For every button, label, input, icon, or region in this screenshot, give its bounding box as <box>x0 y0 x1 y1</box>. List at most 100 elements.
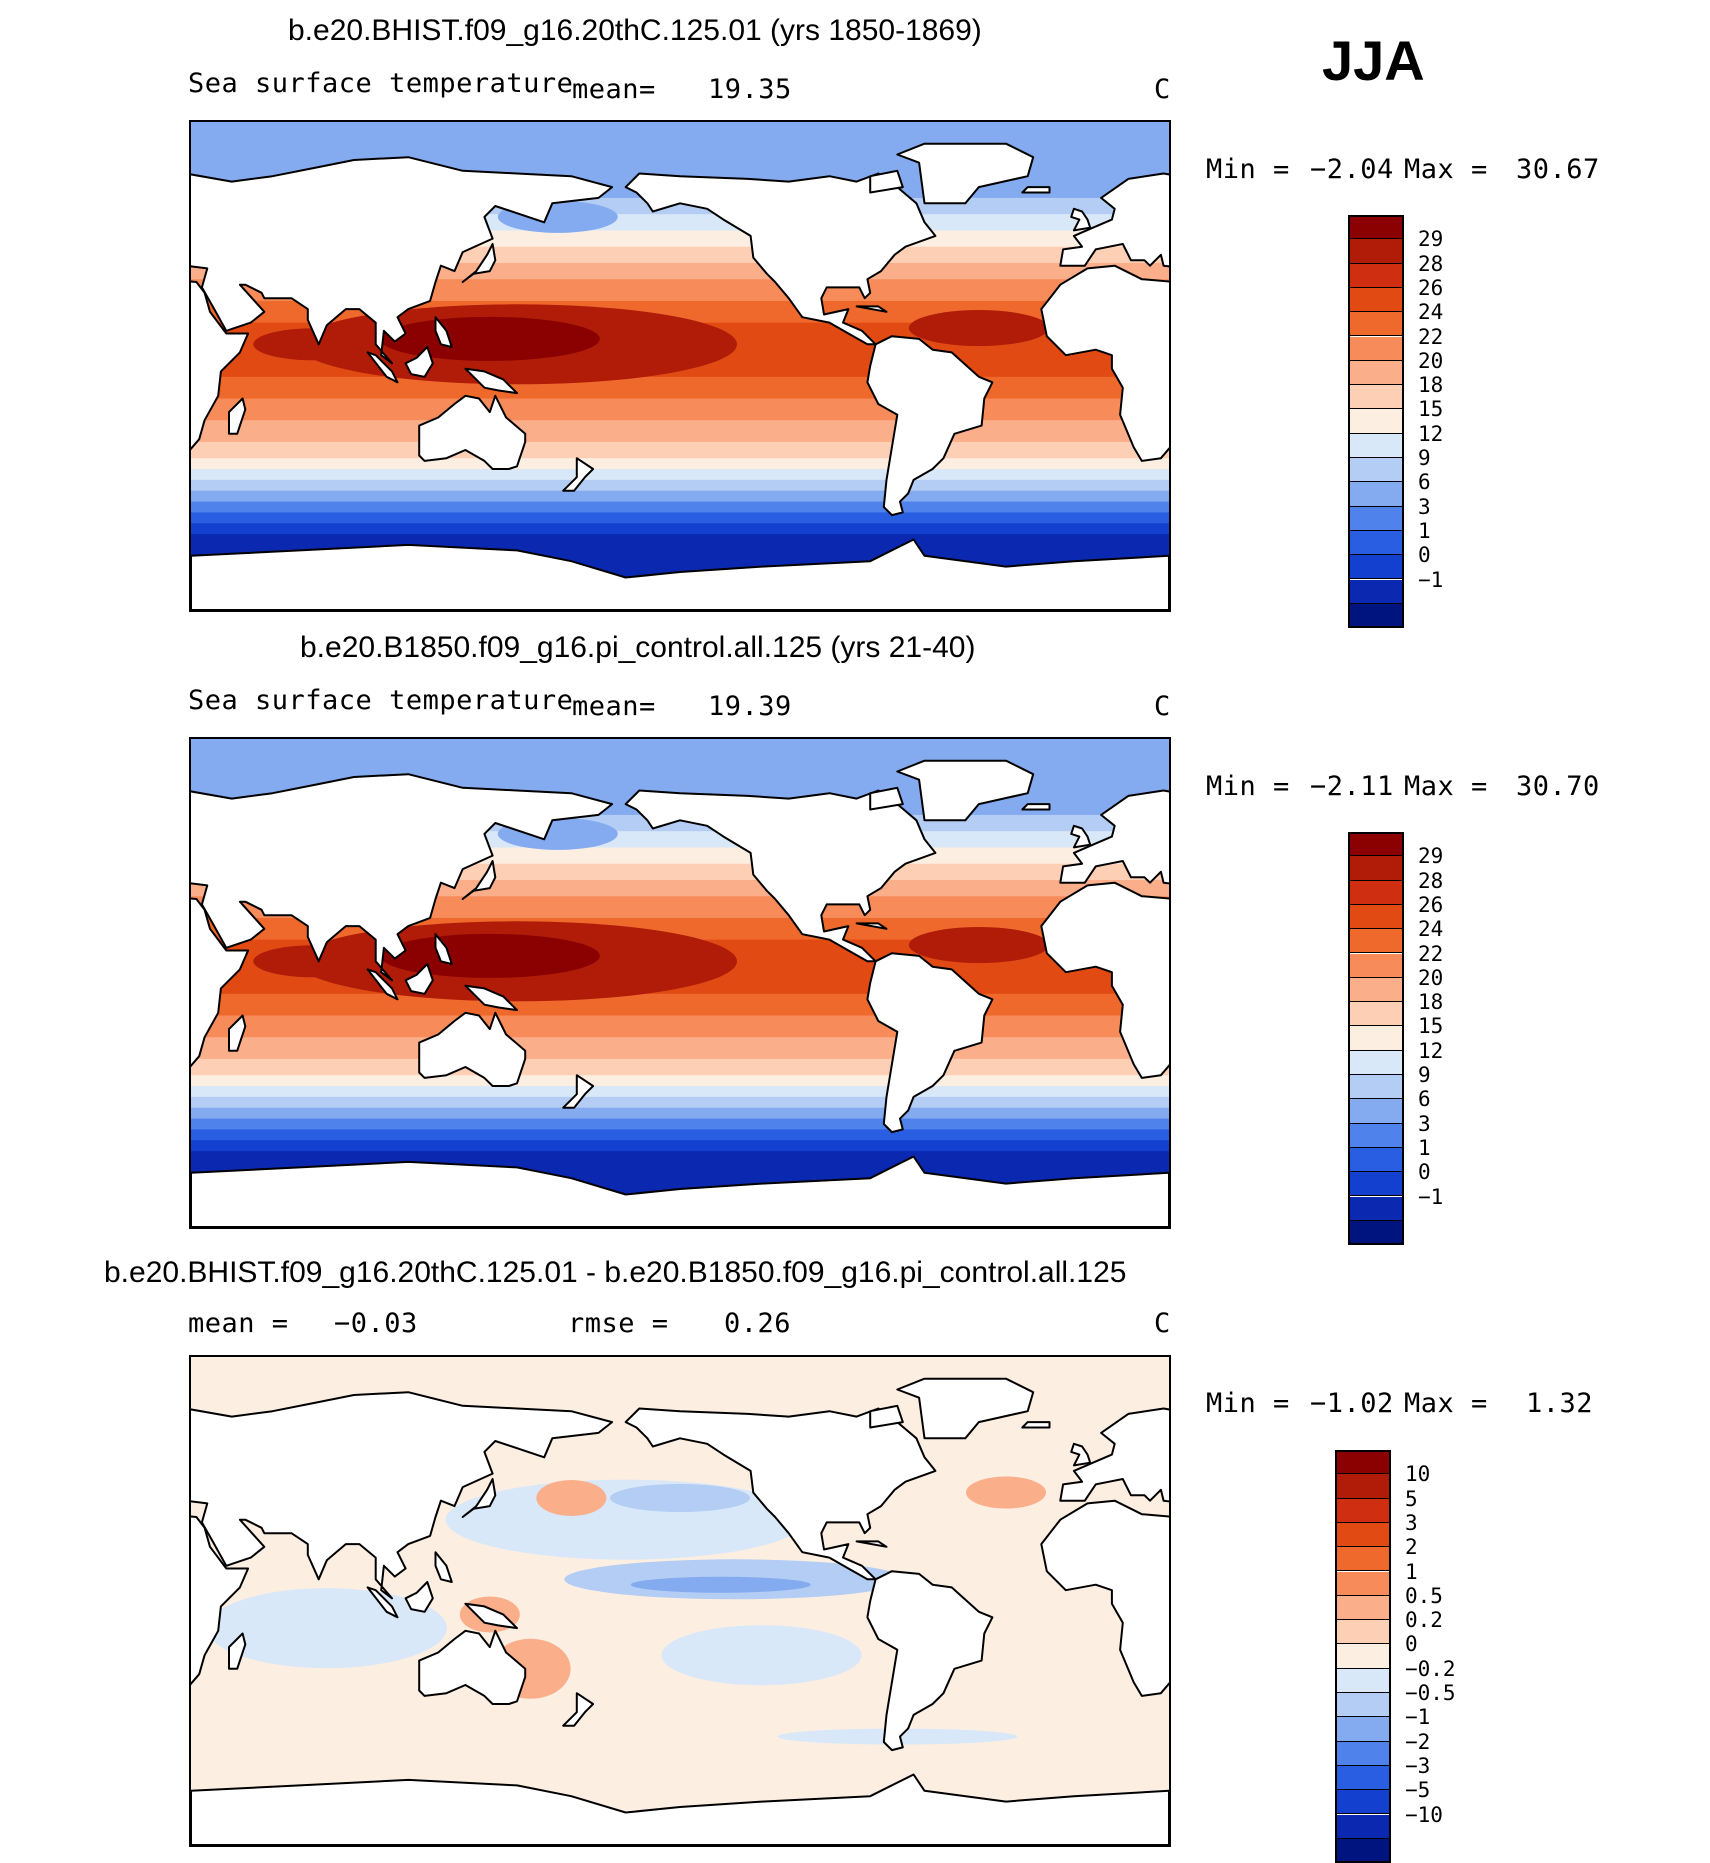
panel3-units: C <box>1154 1308 1171 1339</box>
panel2-map-svg <box>191 739 1169 1227</box>
land-outline <box>1059 1407 1169 1503</box>
colorbar-label: 28 <box>1418 868 1444 893</box>
colorbar-swatch <box>1348 904 1404 930</box>
indian-warm-pool <box>253 328 374 361</box>
diff-anomaly <box>610 1483 750 1512</box>
colorbar-swatch <box>1348 530 1404 556</box>
panel3-rmse-value: 0.26 <box>724 1308 792 1339</box>
colorbar-label: 15 <box>1418 1014 1444 1039</box>
land-outline <box>434 316 453 348</box>
land-outline <box>404 346 434 378</box>
sst-band <box>191 1129 1169 1141</box>
panel3-map <box>189 1355 1171 1847</box>
land-outline <box>869 169 904 194</box>
colorbar-swatch <box>1335 1522 1391 1548</box>
land-outline <box>191 1155 1169 1227</box>
colorbar-swatch <box>1335 1498 1391 1523</box>
diff-anomaly <box>536 1479 607 1516</box>
colorbar-swatch <box>1348 1172 1404 1197</box>
land-outline <box>1021 186 1051 194</box>
warm-pool-core <box>379 316 600 361</box>
panel2-mean-value: 19.39 <box>708 691 792 722</box>
colorbar-label: 2 <box>1405 1535 1418 1560</box>
land-outline <box>418 1011 527 1087</box>
panel3-max-value: 1.32 <box>1526 1388 1594 1419</box>
colorbar-swatch <box>1348 1147 1404 1173</box>
sst-band <box>191 534 1169 546</box>
land-outline <box>461 860 497 900</box>
sst-band <box>191 1107 1169 1120</box>
colorbar-label: 6 <box>1418 1087 1431 1112</box>
panel2-min-label: Min = <box>1206 771 1290 802</box>
colorbar-swatch <box>1348 482 1404 507</box>
land-outline <box>1021 1421 1051 1429</box>
sst-band <box>191 469 1169 481</box>
panel2-mean-label: mean= <box>572 691 656 722</box>
colorbar-swatch <box>1348 856 1404 881</box>
colorbar-swatch <box>1348 263 1404 288</box>
panel3-min-value: −1.02 <box>1310 1388 1394 1419</box>
colorbar-swatch <box>1335 1595 1391 1621</box>
colorbar-label: −1 <box>1418 1184 1444 1209</box>
panel1-map <box>189 120 1171 612</box>
colorbar-label: 12 <box>1418 1038 1444 1063</box>
panel1-field-label: Sea surface temperature <box>188 68 574 99</box>
land-outline <box>228 1632 247 1670</box>
colorbar-label: 5 <box>1405 1486 1418 1511</box>
land-outline <box>464 1602 518 1630</box>
colorbar-label: 9 <box>1418 446 1431 470</box>
colorbar-swatch <box>1348 579 1404 604</box>
colorbar-label: 29 <box>1418 227 1444 252</box>
colorbar-label: 0 <box>1418 1160 1431 1185</box>
colorbar-label: 0 <box>1405 1632 1418 1657</box>
sst-band <box>191 398 1169 421</box>
colorbar-label: 15 <box>1418 397 1444 422</box>
sst-band <box>191 376 1169 400</box>
land-outline <box>1040 1499 1169 1697</box>
colorbar-label: −2 <box>1405 1729 1431 1754</box>
colorbar-swatch <box>1335 1668 1391 1693</box>
colorbar-label: 26 <box>1418 892 1444 917</box>
colorbar-label: 3 <box>1405 1510 1418 1535</box>
colorbar-swatch <box>1348 506 1404 531</box>
panel3-rmse-label: rmse = <box>568 1308 669 1339</box>
land-outline <box>1070 207 1092 232</box>
colorbar-label: 29 <box>1418 844 1444 869</box>
land-outline <box>191 1391 614 1600</box>
land-outline <box>855 305 888 313</box>
colorbar-label: −5 <box>1405 1778 1431 1803</box>
land-outline <box>464 367 518 395</box>
land-outline <box>896 759 1035 822</box>
colorbar-label: 24 <box>1418 300 1444 325</box>
land-outline <box>1021 803 1051 811</box>
sst-band <box>191 420 1169 443</box>
panel2-units: C <box>1154 691 1171 722</box>
colorbar-label: −0.5 <box>1405 1681 1456 1705</box>
colorbar-swatch <box>1348 1099 1404 1124</box>
colorbar-swatch <box>1348 953 1404 978</box>
panel1-map-svg <box>191 122 1169 610</box>
atlantic-warm-pool <box>908 310 1049 347</box>
panel1-title: b.e20.BHIST.f09_g16.20thC.125.01 (yrs 18… <box>288 14 982 47</box>
colorbar-swatch <box>1348 287 1404 313</box>
land-outline <box>434 933 453 965</box>
colorbar-swatch <box>1348 409 1404 434</box>
colorbar-label: 28 <box>1418 251 1444 276</box>
panel2-title: b.e20.B1850.f09_g16.pi_control.all.125 (… <box>300 631 976 664</box>
panel3-min-label: Min = <box>1206 1388 1290 1419</box>
sst-band <box>191 993 1169 1017</box>
colorbar-swatch <box>1348 215 1404 240</box>
colorbar-swatch <box>1335 1450 1391 1475</box>
panel1-min-label: Min = <box>1206 154 1290 185</box>
colorbar-label: 0 <box>1418 543 1431 568</box>
colorbar-label: 0.2 <box>1405 1608 1443 1633</box>
colorbar-swatch <box>1348 458 1404 483</box>
diff-anomaly <box>661 1625 862 1686</box>
land-outline <box>855 1540 888 1548</box>
colorbar-frame <box>1335 1450 1391 1863</box>
land-outline <box>866 335 994 517</box>
panel1-max-label: Max = <box>1404 154 1488 185</box>
panel1-max-value: 30.67 <box>1516 154 1600 185</box>
colorbar-label: 1 <box>1405 1559 1418 1584</box>
sst-band <box>191 1037 1169 1060</box>
